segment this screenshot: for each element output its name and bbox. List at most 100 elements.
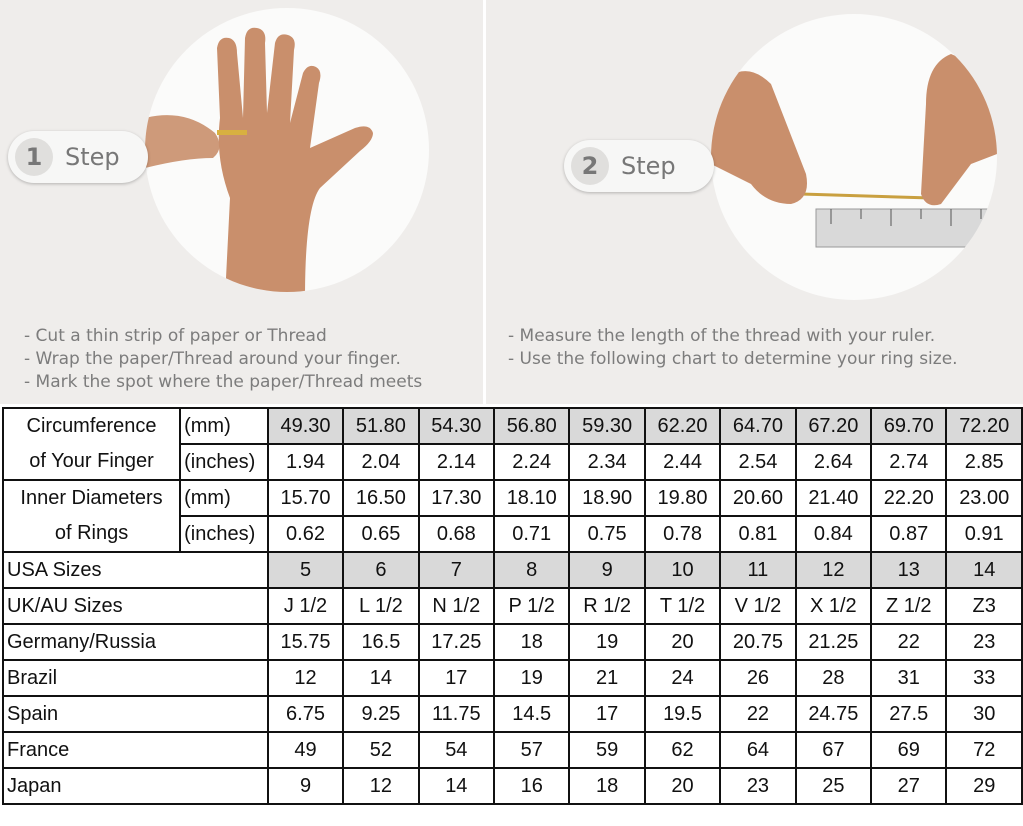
- value-cell: 0.71: [493, 515, 571, 553]
- hand-measure-photo: [145, 8, 429, 292]
- value-cell: 31: [870, 659, 948, 697]
- step-number: 1: [15, 138, 53, 176]
- value-cell: 0.65: [342, 515, 420, 553]
- value-cell: 21.25: [794, 623, 873, 661]
- table-row: of Rings (inches) 0.62 0.65 0.68 0.71 0.75 0.78…: [1, 515, 1023, 553]
- value-cell: 69.70: [870, 407, 948, 445]
- table-row: USA Sizes 5 6 7 8 9 10 11 12 13 14: [2, 551, 1023, 589]
- value-cell: 23: [719, 767, 797, 805]
- value-cell: 23: [945, 623, 1023, 661]
- value-cell: 0.84: [794, 515, 873, 553]
- value-cell: 9.25: [342, 695, 420, 733]
- value-cell: Z3: [945, 587, 1023, 625]
- value-cell: 8: [493, 551, 571, 589]
- ruler-icon: [711, 54, 997, 248]
- inner-label: of Rings: [1, 516, 182, 553]
- row-label: USA Sizes: [2, 551, 269, 589]
- value-cell: 29: [945, 767, 1023, 805]
- value-cell: 19: [568, 623, 646, 661]
- value-cell: 59: [568, 731, 646, 769]
- value-cell: 7: [417, 551, 496, 589]
- value-cell: 20: [643, 623, 722, 661]
- unit-label: (mm): [179, 407, 269, 445]
- value-cell: 14.5: [493, 695, 571, 733]
- value-cell: 14: [342, 659, 420, 697]
- table-row: UK/AU Sizes J 1/2 L 1/2 N 1/2 P 1/2 R 1/2 T 1/…: [2, 587, 1023, 625]
- instruction: Measure the length of the thread with yo…: [508, 325, 958, 348]
- value-cell: 0.62: [266, 515, 345, 553]
- value-cell: 62.20: [643, 407, 722, 445]
- value-cell: 54.30: [417, 407, 496, 445]
- value-cell: 33: [945, 659, 1023, 697]
- value-cell: 20.60: [719, 479, 797, 517]
- value-cell: Z 1/2: [870, 587, 948, 625]
- ruler-measure-photo: [711, 14, 997, 300]
- row-label: France: [2, 731, 269, 769]
- row-label: Japan: [2, 767, 269, 805]
- value-cell: 52: [342, 731, 420, 769]
- value-cell: 24.75: [794, 695, 873, 733]
- instruction: Mark the spot where the paper/Thread mee…: [24, 371, 423, 394]
- value-cell: 22: [719, 695, 797, 733]
- instruction: Cut a thin strip of paper or Thread: [24, 325, 422, 348]
- value-cell: 2.44: [643, 443, 722, 481]
- value-cell: 16.5: [342, 623, 420, 661]
- value-cell: 19: [493, 659, 571, 697]
- value-cell: 11: [719, 551, 797, 589]
- value-cell: 6.75: [266, 695, 345, 733]
- value-cell: 21: [568, 659, 646, 697]
- step-number: 2: [571, 147, 609, 185]
- value-cell: 12: [794, 551, 873, 589]
- value-cell: 2.24: [493, 443, 571, 481]
- value-cell: 18.90: [568, 479, 646, 517]
- value-cell: N 1/2: [417, 587, 496, 625]
- value-cell: 0.75: [568, 515, 646, 553]
- value-cell: 56.80: [493, 407, 571, 445]
- value-cell: 20: [643, 767, 722, 805]
- value-cell: 9: [266, 767, 345, 805]
- value-cell: 19.5: [643, 695, 722, 733]
- value-cell: 20.75: [719, 623, 797, 661]
- step-label: Step: [621, 152, 676, 180]
- value-cell: 28: [794, 659, 873, 697]
- value-cell: 22.20: [870, 479, 948, 517]
- value-cell: 24: [643, 659, 722, 697]
- value-cell: 2.54: [719, 443, 797, 481]
- value-cell: 2.74: [870, 443, 948, 481]
- value-cell: L 1/2: [342, 587, 420, 625]
- table-row: Brazil 12 14 17 19 21 24 26 28 31 33: [2, 659, 1023, 697]
- value-cell: 9: [568, 551, 646, 589]
- unit-label: (mm): [179, 479, 269, 517]
- value-cell: 18: [568, 767, 646, 805]
- value-cell: 26: [719, 659, 797, 697]
- value-cell: X 1/2: [794, 587, 873, 625]
- value-cell: 18.10: [493, 479, 571, 517]
- value-cell: 27.5: [870, 695, 948, 733]
- value-cell: 19.80: [643, 479, 722, 517]
- value-cell: 14: [417, 767, 496, 805]
- value-cell: 13: [870, 551, 948, 589]
- value-cell: 12: [266, 659, 345, 697]
- value-cell: 64.70: [719, 407, 797, 445]
- value-cell: 17.30: [417, 479, 496, 517]
- value-cell: 2.64: [794, 443, 873, 481]
- value-cell: R 1/2: [568, 587, 646, 625]
- row-label: Spain: [2, 695, 269, 733]
- value-cell: 10: [643, 551, 722, 589]
- value-cell: T 1/2: [643, 587, 722, 625]
- row-label: UK/AU Sizes: [2, 587, 269, 625]
- value-cell: J 1/2: [266, 587, 345, 625]
- value-cell: 18: [493, 623, 571, 661]
- value-cell: 25: [794, 767, 873, 805]
- value-cell: 27: [870, 767, 948, 805]
- circumference-label: Circumference: [1, 407, 182, 444]
- value-cell: 59.30: [568, 407, 646, 445]
- instruction: Wrap the paper/Thread around your finger…: [24, 348, 422, 371]
- table-row: Japan 9 12 14 16 18 20 23 25 27 29: [2, 767, 1023, 805]
- value-cell: 2.85: [945, 443, 1023, 481]
- value-cell: 69: [870, 731, 948, 769]
- instruction: Use the following chart to determine you…: [508, 348, 958, 371]
- unit-label: (inches): [179, 443, 269, 481]
- step-2-instructions: Measure the length of the thread with yo…: [508, 325, 958, 371]
- value-cell: 57: [493, 731, 571, 769]
